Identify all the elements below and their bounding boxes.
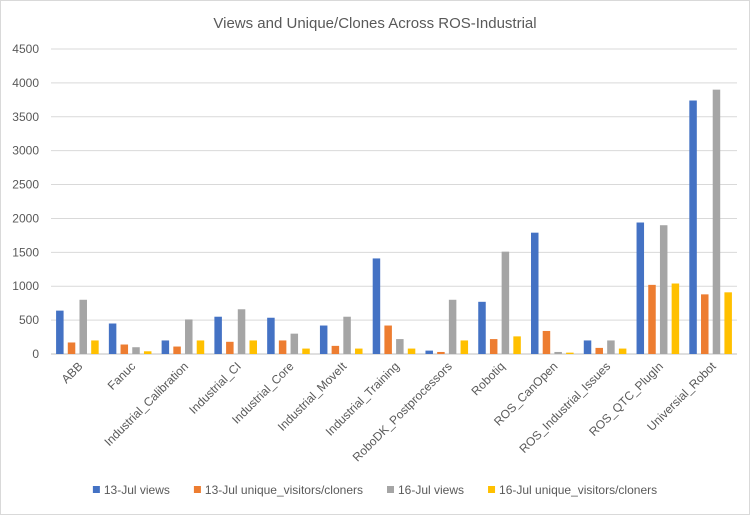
x-tick-label: Fanuc (105, 359, 138, 392)
bar (143, 351, 152, 354)
legend-item: 13-Jul unique_visitors/cloners (193, 483, 363, 497)
legend-item: 16-Jul unique_visitors/cloners (488, 483, 657, 497)
y-tick-label: 4000 (12, 76, 39, 90)
bar (460, 340, 469, 354)
bar (67, 342, 76, 354)
bar (701, 294, 709, 354)
x-tick-label: Robotiq (469, 359, 508, 398)
bar (226, 341, 234, 354)
bar (531, 232, 539, 354)
y-tick-label: 4500 (12, 42, 39, 56)
bar (290, 333, 299, 354)
y-tick-label: 2000 (12, 211, 39, 225)
y-tick-label: 1500 (12, 245, 39, 259)
y-tick-label: 0 (32, 347, 39, 361)
legend-label: 13-Jul unique_visitors/cloners (205, 483, 363, 497)
y-axis-ticks: 0 500 1000 1500 2000 2500 3000 3500 4000 4500 (12, 42, 39, 361)
bar (185, 319, 193, 354)
y-tick-label: 500 (19, 313, 39, 327)
x-tick-label: ROS_Industrial_Issues (517, 359, 614, 456)
bar (56, 310, 64, 354)
y-tick-label: 3000 (12, 144, 39, 158)
bars (56, 89, 732, 355)
bar (724, 292, 732, 354)
y-tick-label: 1000 (12, 279, 39, 293)
gridlines (51, 48, 737, 355)
bar (566, 352, 574, 354)
bar (712, 89, 721, 355)
bar (437, 351, 445, 354)
bar (267, 317, 275, 354)
legend-label: 16-Jul views (398, 483, 464, 497)
bar (108, 323, 117, 354)
bar (618, 348, 627, 354)
bar (671, 283, 680, 354)
x-axis-ticks: ABB FanucIndustrial_CalibrationIndustrial… (59, 359, 720, 465)
legend-swatch (193, 486, 201, 493)
legend-swatch (488, 486, 496, 493)
bar (478, 301, 486, 354)
y-tick-label: 2500 (12, 178, 39, 192)
legend-label: 13-Jul views (104, 483, 170, 497)
bar (448, 299, 457, 354)
bar (196, 340, 205, 354)
bar (355, 348, 363, 354)
bar (607, 340, 615, 354)
y-tick-label: 3500 (12, 110, 39, 124)
bar (214, 316, 222, 354)
bar (659, 225, 668, 354)
legend-item: 16-Jul views (387, 483, 464, 497)
legend-item: 13-Jul views (92, 483, 170, 497)
bar (648, 284, 656, 354)
bar (425, 350, 433, 354)
bar (319, 325, 328, 354)
bar (79, 299, 87, 354)
bar (554, 351, 562, 354)
bar (689, 100, 697, 354)
bar (407, 348, 416, 354)
bar (249, 340, 257, 354)
bar (132, 347, 140, 354)
bar (331, 345, 340, 354)
bar (396, 339, 404, 354)
bar (91, 340, 99, 354)
bar (173, 346, 181, 354)
chart-title: Views and Unique/Clones Across ROS-Indus… (213, 15, 536, 32)
bar (489, 339, 498, 354)
x-tick-label: ABB (59, 359, 86, 386)
x-tick-label: Industrial_CI (186, 359, 244, 417)
legend-swatch (387, 486, 394, 493)
bar (384, 325, 392, 354)
legend-label: 16-Jul unique_visitors/cloners (499, 483, 657, 497)
bar (372, 258, 381, 354)
bar (513, 336, 521, 354)
bar (161, 340, 170, 354)
bar (636, 222, 645, 354)
bar (595, 347, 603, 354)
legend: 13-Jul views 13-Jul unique_visitors/clone… (92, 483, 657, 497)
bar (120, 344, 129, 354)
x-tick-label: RoboDK_Postprocessors (350, 359, 455, 464)
bar (583, 340, 592, 354)
bar (501, 251, 510, 354)
bar (237, 309, 246, 354)
bar (278, 340, 287, 354)
legend-swatch (92, 486, 100, 493)
bar (343, 316, 351, 354)
bar (542, 330, 551, 354)
bar (302, 348, 310, 354)
